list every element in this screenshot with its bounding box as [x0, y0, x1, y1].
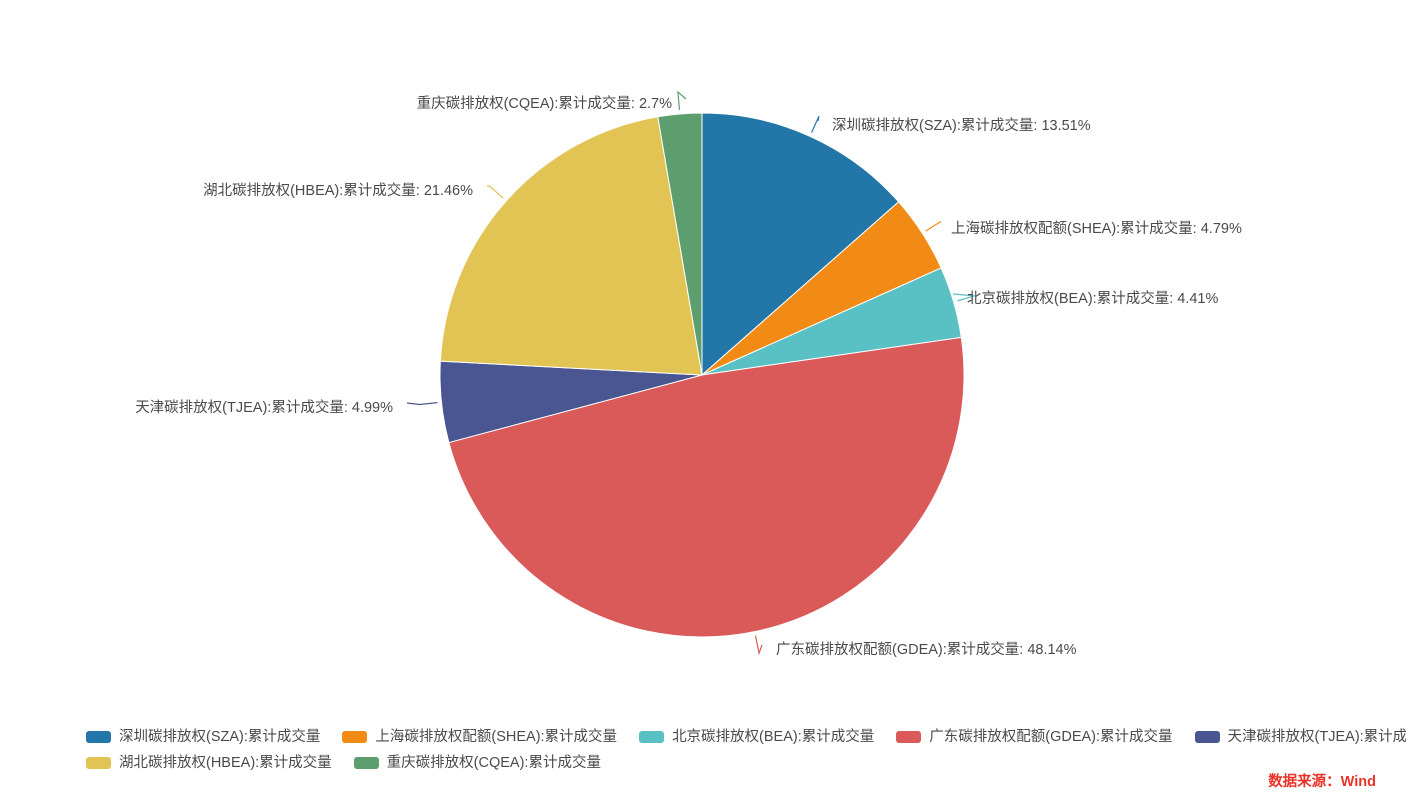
slice-callout-shea: 上海碳排放权配额(SHEA):累计成交量: 4.79%	[951, 219, 1242, 237]
legend-swatch-icon	[896, 731, 922, 743]
pie-slice-hbea[interactable]	[439, 116, 703, 376]
legend-item-label: 北京碳排放权(BEA):累计成交量	[672, 728, 875, 745]
legend-swatch-icon	[353, 757, 379, 769]
leader-lines-group	[406, 90, 975, 656]
legend-item[interactable]: 天津碳排放权(TJEA):累计成交量	[1194, 728, 1406, 745]
slice-callout-sza: 深圳碳排放权(SZA):累计成交量: 13.51%	[832, 116, 1091, 134]
slice-callout-bea: 北京碳排放权(BEA):累计成交量: 4.41%	[967, 289, 1218, 307]
legend-item[interactable]: 上海碳排放权配额(SHEA):累计成交量	[342, 730, 617, 745]
leader-line-tjea	[406, 402, 438, 406]
legend-row-1: 深圳碳排放权(SZA):累计成交量 上海碳排放权配额(SHEA):累计成交量 北京碳…	[86, 724, 1406, 750]
legend-swatch-icon	[1194, 731, 1220, 743]
legend-item-label: 上海碳排放权配额(SHEA):累计成交量	[375, 728, 618, 745]
legend-item-label: 广东碳排放权配额(GDEA):累计成交量	[929, 728, 1173, 745]
legend-item[interactable]: 重庆碳排放权(CQEA):累计成交量	[353, 754, 601, 771]
legend-swatch-icon	[639, 731, 665, 743]
slice-callout-gdea: 广东碳排放权配额(GDEA):累计成交量: 48.14%	[776, 640, 1077, 658]
pie-chart-svg: 深圳碳排放权(SZA):累计成交量: 13.51% 上海碳排放权配额(SHEA):…	[135, 90, 1242, 658]
slice-callout-tjea: 天津碳排放权(TJEA):累计成交量: 4.99%	[135, 398, 393, 416]
callout-labels-group: 深圳碳排放权(SZA):累计成交量: 13.51% 上海碳排放权配额(SHEA):…	[135, 94, 1242, 658]
legend-item-label: 深圳碳排放权(SZA):累计成交量	[119, 728, 321, 745]
pie-slice-gdea[interactable]	[448, 336, 965, 638]
legend-item-label: 天津碳排放权(TJEA):累计成交量	[1227, 728, 1406, 745]
legend-item[interactable]: 湖北碳排放权(HBEA):累计成交量	[86, 756, 332, 771]
data-source-note: 数据来源：Wind	[1268, 774, 1376, 790]
pie-slice-cqea[interactable]	[657, 112, 703, 376]
pie-slice-sza[interactable]	[701, 112, 900, 377]
chart-legend: 深圳碳排放权(SZA):累计成交量 上海碳排放权配额(SHEA):累计成交量 北京碳…	[86, 724, 1406, 776]
legend-item[interactable]: 北京碳排放权(BEA):累计成交量	[639, 730, 874, 745]
legend-swatch-icon	[86, 731, 111, 743]
leader-line-bea	[952, 293, 975, 302]
legend-item[interactable]: 深圳碳排放权(SZA):累计成交量	[86, 730, 320, 745]
slice-callout-hbea: 湖北碳排放权(HBEA):累计成交量: 21.46%	[203, 181, 473, 199]
slice-callout-cqea: 重庆碳排放权(CQEA):累计成交量: 2.7%	[417, 94, 672, 112]
leader-line-gdea	[754, 635, 763, 656]
leader-line-hbea	[486, 185, 504, 199]
leader-line-sza	[810, 115, 820, 133]
leader-line-shea	[925, 220, 942, 232]
legend-row-2: 湖北碳排放权(HBEA):累计成交量 重庆碳排放权(CQEA):累计成交量	[86, 750, 1336, 776]
leader-line-cqea	[677, 90, 687, 111]
legend-swatch-icon	[342, 731, 368, 743]
pie-slices-group	[439, 112, 965, 638]
legend-swatch-icon	[86, 757, 111, 769]
legend-item[interactable]: 广东碳排放权配额(GDEA):累计成交量	[896, 728, 1173, 745]
legend-item-label: 重庆碳排放权(CQEA):累计成交量	[386, 754, 601, 771]
legend-item-label: 湖北碳排放权(HBEA):累计成交量	[119, 754, 332, 771]
